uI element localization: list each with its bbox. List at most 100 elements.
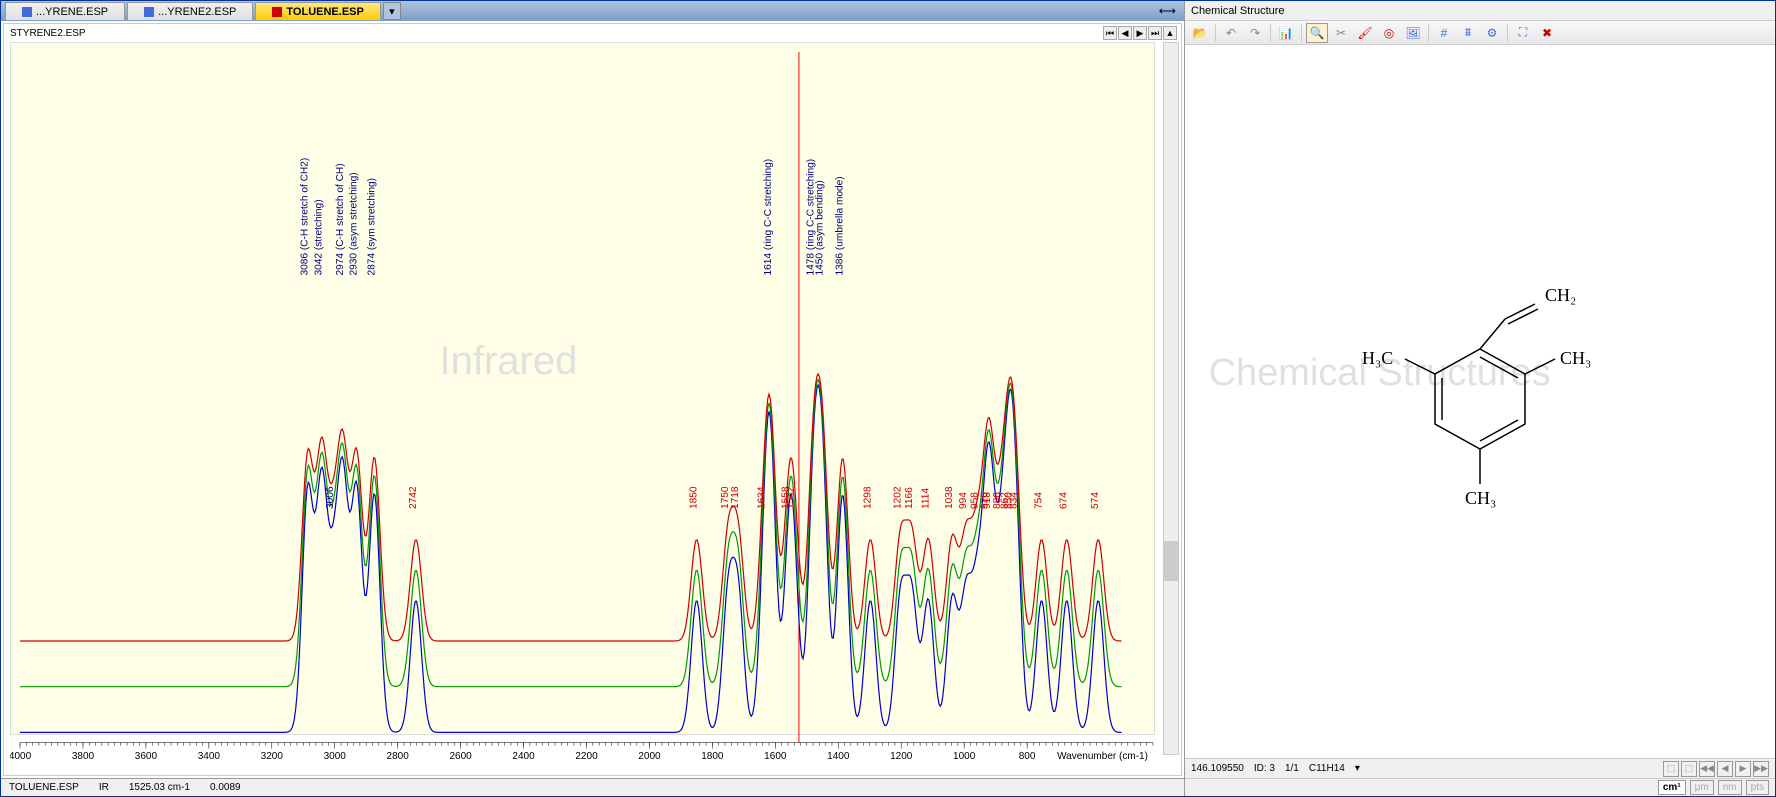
unit-nm[interactable]: nm — [1718, 780, 1742, 795]
status-bar: TOLUENE.ESP IR 1525.03 cm-1 0.0089 — [1, 778, 1184, 796]
tab-bar: ...YRENE.ESP...YRENE2.ESPTOLUENE.ESP▾ ⟷ — [1, 1, 1184, 21]
disk-icon — [144, 7, 154, 17]
unit-pts[interactable]: pts — [1746, 780, 1769, 795]
svg-text:2742: 2742 — [408, 486, 419, 509]
svg-text:1166: 1166 — [904, 487, 915, 509]
unit-μm[interactable]: μm — [1690, 780, 1714, 795]
nav-up[interactable]: ▲ — [1163, 26, 1177, 40]
nav-next[interactable]: ▶ — [1133, 26, 1147, 40]
svg-text:3200: 3200 — [261, 751, 284, 762]
svg-text:3000: 3000 — [324, 751, 347, 762]
disk-icon — [272, 7, 282, 17]
status-position: 1525.03 cm-1 — [129, 782, 190, 793]
structure-panel-header: Chemical Structure — [1185, 1, 1775, 21]
svg-text:1718: 1718 — [730, 486, 741, 509]
svg-text:994: 994 — [958, 492, 969, 509]
icon-d[interactable]: ◀ — [1717, 761, 1733, 777]
ruler-icon[interactable]: ⟷ — [1155, 4, 1180, 18]
svg-text:1202: 1202 — [893, 486, 904, 509]
svg-text:3800: 3800 — [72, 751, 95, 762]
status-id: ID: 3 — [1254, 763, 1275, 774]
undo-icon[interactable]: ↶ — [1220, 23, 1242, 43]
tab--yrene2-esp[interactable]: ...YRENE2.ESP — [127, 2, 253, 20]
zoom-icon[interactable]: 🔍 — [1306, 23, 1328, 43]
doublehash-icon[interactable]: ⩩ — [1457, 23, 1479, 43]
status-formula: C11H14 — [1309, 763, 1345, 774]
svg-text:Wavenumber (cm-1): Wavenumber (cm-1) — [1057, 751, 1148, 762]
open-icon[interactable]: 📂 — [1189, 23, 1211, 43]
svg-text:2400: 2400 — [512, 751, 535, 762]
svg-text:3086 (C-H stretch of CH2): 3086 (C-H stretch of CH2) — [300, 158, 311, 276]
structure-status-bar: 146.109550 ID: 3 1/1 C11H14 ▾ ⬚⬚◀◀◀▶▶▶ — [1185, 758, 1775, 778]
redo-icon[interactable]: ↷ — [1244, 23, 1266, 43]
hash-icon[interactable]: # — [1433, 23, 1455, 43]
status-value: 0.0089 — [210, 782, 241, 793]
status-dropdown-icon[interactable]: ▾ — [1355, 763, 1360, 774]
svg-text:2930 (asym stretching): 2930 (asym stretching) — [349, 172, 360, 275]
nav-controls: ⏮ ◀ ▶ ⏭ ▲ — [1103, 26, 1177, 40]
svg-text:1114: 1114 — [920, 488, 931, 509]
close-icon[interactable]: ✖ — [1536, 23, 1558, 43]
chart-canvas[interactable]: 4000380036003400320030002800260024002200… — [10, 42, 1163, 773]
svg-text:754: 754 — [1034, 492, 1045, 509]
svg-text:1614 (ring C-C stretching): 1614 (ring C-C stretching) — [763, 159, 774, 276]
brush-icon[interactable]: 🖌 — [1354, 23, 1376, 43]
svg-text:CH₃: CH₃ — [1465, 488, 1496, 508]
svg-text:1400: 1400 — [827, 751, 850, 762]
image-icon[interactable]: 🖼 — [1402, 23, 1424, 43]
expand-icon[interactable]: ⛶ — [1512, 23, 1534, 43]
tab-toluene-esp[interactable]: TOLUENE.ESP — [255, 2, 380, 20]
chart-icon[interactable]: 📊 — [1275, 23, 1297, 43]
svg-text:3006: 3006 — [325, 486, 336, 509]
svg-text:1542: 1542 — [786, 486, 797, 509]
svg-text:1850: 1850 — [689, 486, 700, 509]
svg-text:2800: 2800 — [387, 751, 410, 762]
spectrum-title: STYRENE2.ESP — [10, 28, 86, 39]
settings-icon[interactable]: ⚙ — [1481, 23, 1503, 43]
svg-text:1038: 1038 — [944, 486, 955, 509]
icon-b[interactable]: ⬚ — [1681, 761, 1697, 777]
icon-a[interactable]: ⬚ — [1663, 761, 1679, 777]
svg-text:1634: 1634 — [757, 486, 768, 509]
structure-toolbar: 📂 ↶↷ 📊 🔍✂🖌◎🖼 #⩩⚙ ⛶✖ — [1185, 21, 1775, 45]
svg-text:2874 (sym stretching): 2874 (sym stretching) — [366, 178, 377, 276]
svg-text:2000: 2000 — [638, 751, 661, 762]
svg-text:3400: 3400 — [198, 751, 221, 762]
svg-text:1800: 1800 — [701, 751, 724, 762]
nav-first[interactable]: ⏮ — [1103, 26, 1117, 40]
icon-e[interactable]: ▶ — [1735, 761, 1751, 777]
nav-prev[interactable]: ◀ — [1118, 26, 1132, 40]
tab-dropdown[interactable]: ▾ — [383, 2, 401, 20]
svg-text:1386 (umbrella mode): 1386 (umbrella mode) — [835, 176, 846, 275]
svg-text:H₃C: H₃C — [1362, 348, 1393, 368]
status-mode: IR — [99, 782, 109, 793]
svg-text:674: 674 — [1059, 492, 1070, 509]
icon-c[interactable]: ◀◀ — [1699, 761, 1715, 777]
svg-text:CH₂: CH₂ — [1545, 285, 1576, 305]
molecule-drawing: CH₂ H₃C CH₃ CH₃ — [1350, 259, 1610, 559]
vertical-scrollbar[interactable] — [1163, 42, 1179, 755]
svg-text:2974 (C-H stretch of CH): 2974 (C-H stretch of CH) — [335, 163, 346, 275]
status-file: TOLUENE.ESP — [9, 782, 79, 793]
svg-text:1600: 1600 — [764, 751, 787, 762]
status-index: 1/1 — [1285, 763, 1299, 774]
cut-icon[interactable]: ✂ — [1330, 23, 1352, 43]
svg-text:3042 (stretching): 3042 (stretching) — [314, 199, 325, 275]
svg-text:2600: 2600 — [449, 751, 472, 762]
circle-icon[interactable]: ◎ — [1378, 23, 1400, 43]
structure-canvas[interactable]: Chemical Structures — [1185, 45, 1775, 758]
disk-icon — [22, 7, 32, 17]
svg-text:3600: 3600 — [135, 751, 158, 762]
tab--yrene-esp[interactable]: ...YRENE.ESP — [5, 2, 125, 20]
units-bar: cm¹ μmnmpts — [1185, 778, 1775, 796]
icon-f[interactable]: ▶▶ — [1753, 761, 1769, 777]
nav-last[interactable]: ⏭ — [1148, 26, 1162, 40]
svg-text:1450 (asym bending): 1450 (asym bending) — [815, 180, 826, 275]
svg-text:800: 800 — [1019, 751, 1036, 762]
svg-text:834: 834 — [1008, 492, 1019, 509]
unit-cm¹[interactable]: cm¹ — [1658, 780, 1686, 795]
svg-text:1200: 1200 — [890, 751, 913, 762]
status-mass: 146.109550 — [1191, 763, 1244, 774]
spectrum-chart[interactable]: STYRENE2.ESP ⏮ ◀ ▶ ⏭ ▲ Infrared 40003800… — [3, 23, 1182, 776]
svg-text:2200: 2200 — [575, 751, 598, 762]
